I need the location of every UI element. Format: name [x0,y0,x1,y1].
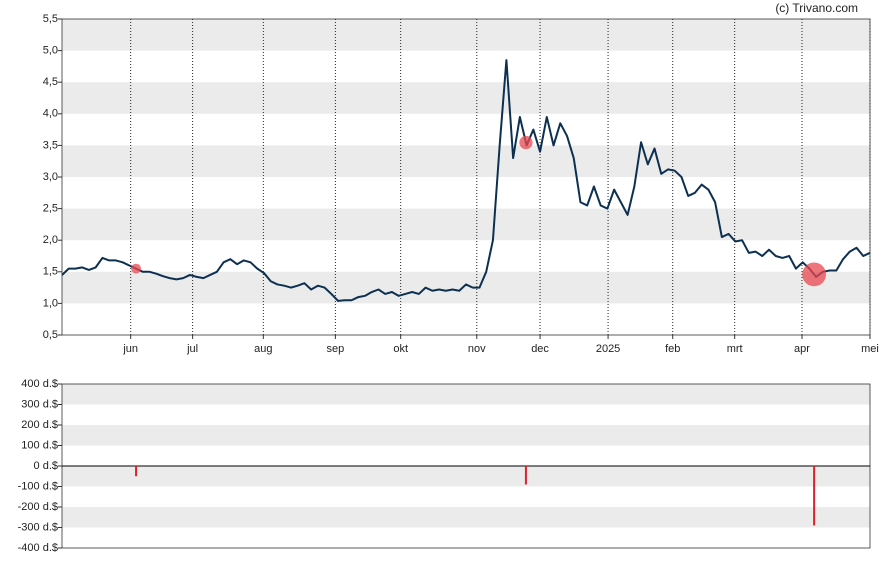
y-tick-label: -200 d.$ [18,501,58,513]
x-tick-label: apr [794,343,810,355]
y-tick-label: 2,0 [43,234,58,246]
x-tick-label: aug [254,343,272,355]
x-tick-label: 2025 [596,343,620,355]
x-tick-label: mrt [727,343,743,355]
plot-frame [61,18,871,336]
trade-marker [802,262,827,287]
x-tick-label: nov [468,343,486,355]
grid-band [62,145,870,177]
credit: (c) Trivano.com [775,1,858,15]
y-tick-label: 5,0 [43,45,58,57]
grid-band [62,19,870,51]
x-tick-label: jun [122,343,138,355]
y-tick-label: 100 d.$ [21,439,58,451]
grid-band [62,425,870,446]
y-tick-label: 4,5 [43,76,58,88]
grid-band [62,466,870,487]
y-tick-label: 1,5 [43,266,58,278]
price-line [61,59,871,302]
x-tick-label: dec [531,343,549,355]
y-tick-label: 400 d.$ [21,378,58,390]
x-tick-label: mei [861,343,879,355]
y-tick-label: 2,5 [43,203,58,215]
y-tick-label: 300 d.$ [21,398,58,410]
y-tick-label: 1,0 [43,297,58,309]
grid-band [62,271,870,304]
y-tick-label: 5,5 [43,13,58,25]
y-tick-label: 3,0 [43,171,58,183]
y-tick-label: 4,0 [43,108,58,120]
y-tick-label: 200 d.$ [21,419,58,431]
y-tick-label: -300 d.$ [18,521,58,533]
grid-band [62,208,870,241]
grid-band [62,384,870,405]
x-tick-label: okt [393,343,408,355]
trade-marker [519,135,533,150]
grid-band [62,507,870,528]
y-tick-label: -400 d.$ [18,542,58,554]
y-tick-label: 0,5 [43,329,58,341]
y-tick-label: 0 d.$ [34,460,58,472]
y-tick-label: 3,5 [43,139,58,151]
trade-marker [131,263,142,274]
x-tick-label: sep [326,343,344,355]
x-tick-label: jul [186,343,198,355]
grid-band [62,82,870,114]
x-tick-label: feb [665,343,680,355]
y-tick-label: -100 d.$ [18,480,58,492]
